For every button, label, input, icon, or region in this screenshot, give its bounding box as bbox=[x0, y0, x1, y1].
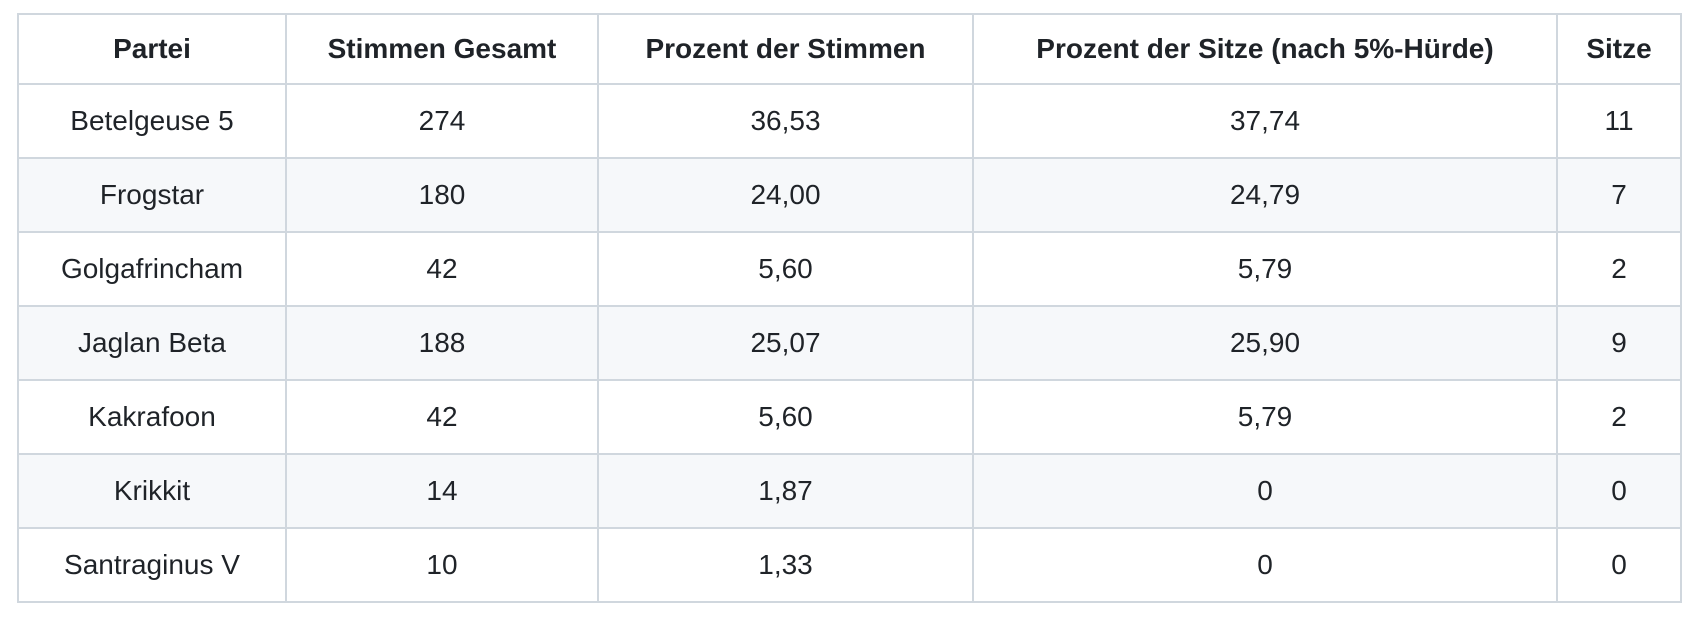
cell-prozent-stimmen: 1,87 bbox=[597, 453, 974, 529]
cell-prozent-sitze: 37,74 bbox=[972, 83, 1558, 159]
cell-prozent-stimmen: 25,07 bbox=[597, 305, 974, 381]
cell-sitze: 0 bbox=[1556, 527, 1682, 603]
table-row: Frogstar 180 24,00 24,79 7 bbox=[17, 157, 1682, 233]
cell-stimmen-gesamt: 274 bbox=[285, 83, 599, 159]
table-row: Santraginus V 10 1,33 0 0 bbox=[17, 527, 1682, 603]
cell-partei: Kakrafoon bbox=[17, 379, 287, 455]
cell-prozent-stimmen: 5,60 bbox=[597, 379, 974, 455]
table-row: Jaglan Beta 188 25,07 25,90 9 bbox=[17, 305, 1682, 381]
cell-prozent-sitze: 5,79 bbox=[972, 231, 1558, 307]
results-table: Partei Stimmen Gesamt Prozent der Stimme… bbox=[17, 13, 1682, 603]
cell-prozent-sitze: 5,79 bbox=[972, 379, 1558, 455]
cell-prozent-stimmen: 5,60 bbox=[597, 231, 974, 307]
cell-stimmen-gesamt: 14 bbox=[285, 453, 599, 529]
column-header-partei: Partei bbox=[17, 13, 287, 85]
cell-partei: Betelgeuse 5 bbox=[17, 83, 287, 159]
cell-prozent-stimmen: 1,33 bbox=[597, 527, 974, 603]
cell-sitze: 2 bbox=[1556, 379, 1682, 455]
cell-partei: Jaglan Beta bbox=[17, 305, 287, 381]
cell-prozent-stimmen: 36,53 bbox=[597, 83, 974, 159]
cell-stimmen-gesamt: 180 bbox=[285, 157, 599, 233]
cell-stimmen-gesamt: 42 bbox=[285, 231, 599, 307]
cell-partei: Santraginus V bbox=[17, 527, 287, 603]
cell-stimmen-gesamt: 188 bbox=[285, 305, 599, 381]
table-row: Kakrafoon 42 5,60 5,79 2 bbox=[17, 379, 1682, 455]
cell-sitze: 2 bbox=[1556, 231, 1682, 307]
cell-sitze: 7 bbox=[1556, 157, 1682, 233]
cell-prozent-sitze: 25,90 bbox=[972, 305, 1558, 381]
cell-stimmen-gesamt: 42 bbox=[285, 379, 599, 455]
column-header-prozent-der-sitze: Prozent der Sitze (nach 5%-Hürde) bbox=[972, 13, 1558, 85]
cell-partei: Golgafrincham bbox=[17, 231, 287, 307]
column-header-prozent-der-stimmen: Prozent der Stimmen bbox=[597, 13, 974, 85]
cell-stimmen-gesamt: 10 bbox=[285, 527, 599, 603]
cell-sitze: 9 bbox=[1556, 305, 1682, 381]
cell-prozent-sitze: 0 bbox=[972, 453, 1558, 529]
header-row: Partei Stimmen Gesamt Prozent der Stimme… bbox=[17, 13, 1682, 85]
table-row: Golgafrincham 42 5,60 5,79 2 bbox=[17, 231, 1682, 307]
cell-partei: Krikkit bbox=[17, 453, 287, 529]
table-row: Betelgeuse 5 274 36,53 37,74 11 bbox=[17, 83, 1682, 159]
column-header-stimmen-gesamt: Stimmen Gesamt bbox=[285, 13, 599, 85]
cell-partei: Frogstar bbox=[17, 157, 287, 233]
cell-prozent-sitze: 24,79 bbox=[972, 157, 1558, 233]
cell-prozent-stimmen: 24,00 bbox=[597, 157, 974, 233]
cell-sitze: 11 bbox=[1556, 83, 1682, 159]
column-header-sitze: Sitze bbox=[1556, 13, 1682, 85]
cell-sitze: 0 bbox=[1556, 453, 1682, 529]
table-row: Krikkit 14 1,87 0 0 bbox=[17, 453, 1682, 529]
cell-prozent-sitze: 0 bbox=[972, 527, 1558, 603]
